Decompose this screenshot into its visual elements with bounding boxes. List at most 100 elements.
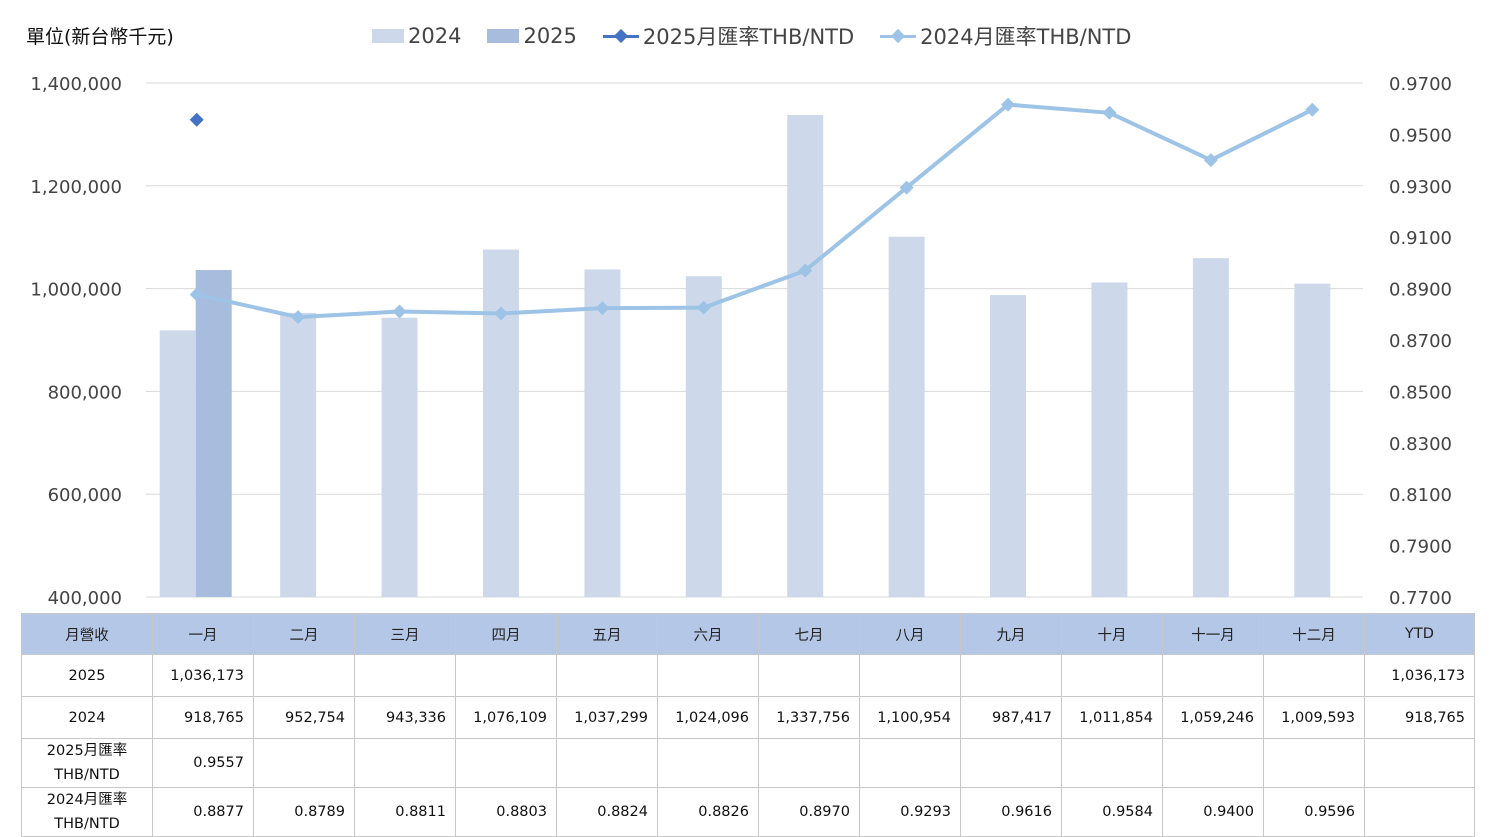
y2-tick-label: 0.8900 [1389, 280, 1452, 301]
table-cell [1061, 738, 1163, 788]
table-cell [758, 654, 860, 697]
legend-swatch-2025-rate [602, 28, 639, 44]
table-header-row: 月營收 一月 二月 三月 四月 五月 六月 七月 八月 九月 十月 十一月 十二月 YTD [21, 613, 1475, 655]
point-2024-rate [1001, 97, 1016, 112]
table-header-cell: 十一月 [1162, 613, 1264, 655]
table-cell [758, 738, 860, 788]
y-tick-label: 1,400,000 [30, 74, 122, 95]
table-cell [556, 654, 658, 697]
table-cell: 0.9596 [1263, 787, 1365, 837]
table-cell [455, 738, 557, 788]
bar-2024 [787, 114, 824, 598]
point-2024-rate [1305, 102, 1320, 117]
legend-item-2025-rate: 2025月匯率THB/NTD [602, 21, 854, 51]
table-cell [1263, 738, 1365, 788]
table-cell [1061, 654, 1163, 697]
bar-2024 [685, 276, 722, 597]
bar-2024 [280, 312, 317, 597]
table-cell: 0.8826 [657, 787, 759, 837]
bar-2024 [1091, 282, 1128, 597]
y2-tick-label: 0.9500 [1389, 125, 1452, 146]
point-2024-rate [696, 300, 711, 315]
row-label: 2024月匯率 THB/NTD [21, 787, 153, 837]
table-cell: 0.9616 [960, 787, 1062, 837]
table-cell: 952,754 [253, 696, 355, 739]
table-header-cell: 三月 [354, 613, 456, 655]
table-cell [960, 654, 1062, 697]
table-cell: 1,100,954 [859, 696, 961, 739]
y-tick-label: 1,200,000 [30, 177, 122, 198]
y2-tick-label: 0.7900 [1389, 537, 1452, 558]
point-2024-rate [189, 287, 204, 302]
table-header-cell: 十月 [1061, 613, 1163, 655]
table-cell: 0.8811 [354, 787, 456, 837]
table-header-cell: 八月 [859, 613, 961, 655]
table-cell [1162, 654, 1264, 697]
table-cell [1364, 787, 1475, 837]
y2-tick-label: 0.9100 [1389, 228, 1452, 249]
point-2024-rate [1203, 153, 1218, 168]
table-header-cell: 二月 [253, 613, 355, 655]
table-row: 2025 1,036,173 1,036,173 [21, 654, 1475, 697]
legend-swatch-2025 [487, 29, 520, 43]
table-cell: 918,765 [1364, 696, 1475, 739]
table-cell: 1,036,173 [152, 654, 254, 697]
table-header-cell: YTD [1364, 613, 1475, 655]
table-cell [859, 654, 961, 697]
bar-2024 [1294, 283, 1331, 597]
table-header-cell: 七月 [758, 613, 860, 655]
table-cell [354, 654, 456, 697]
table-row: 2025月匯率 THB/NTD 0.9557 [21, 738, 1475, 788]
table-header-cell: 九月 [960, 613, 1062, 655]
table-cell: 0.9557 [152, 738, 254, 788]
table-cell: 0.9400 [1162, 787, 1264, 837]
table-cell: 943,336 [354, 696, 456, 739]
revenue-chart: 400,000 600,000 800,000 1,000,000 1,200,000 1… [30, 74, 1452, 609]
row-label: 2025 [21, 654, 153, 697]
table-cell [1364, 738, 1475, 788]
table-cell: 1,059,246 [1162, 696, 1264, 739]
table-cell: 987,417 [960, 696, 1062, 739]
table-cell [1162, 738, 1264, 788]
table-cell: 0.9293 [859, 787, 961, 837]
point-2024-rate [291, 310, 306, 325]
bar-2024 [1192, 258, 1229, 597]
legend-label-2025: 2025 [523, 24, 577, 48]
table-cell: 1,009,593 [1263, 696, 1365, 739]
row-label: 2024 [21, 696, 153, 739]
bar-2025 [195, 270, 232, 597]
table-cell [556, 738, 658, 788]
point-2025-rate [189, 112, 204, 127]
y2-tick-label: 0.8300 [1389, 434, 1452, 455]
table-cell [859, 738, 961, 788]
table-cell: 1,011,854 [1061, 696, 1163, 739]
table-cell [455, 654, 557, 697]
bar-2024 [990, 295, 1027, 597]
revenue-table: 月營收 一月 二月 三月 四月 五月 六月 七月 八月 九月 十月 十一月 十二月 YTD 2025 1,03… [21, 613, 1475, 837]
table-cell: 1,037,299 [556, 696, 658, 739]
table-cell: 1,024,096 [657, 696, 759, 739]
y2-tick-label: 0.9300 [1389, 177, 1452, 198]
table-cell [253, 738, 355, 788]
table-cell [253, 654, 355, 697]
table-cell: 0.8970 [758, 787, 860, 837]
legend-label-2024: 2024 [408, 24, 462, 48]
y-tick-label: 600,000 [48, 485, 122, 506]
point-2024-rate [595, 301, 610, 316]
y2-tick-label: 0.7700 [1389, 588, 1452, 609]
point-2024-rate [899, 180, 914, 195]
legend-swatch-2024-rate [880, 28, 917, 44]
y2-tick-label: 0.8700 [1389, 331, 1452, 352]
table-cell [960, 738, 1062, 788]
y2-tick-label: 0.9700 [1389, 74, 1452, 95]
table-header-cell: 十二月 [1263, 613, 1365, 655]
table-cell: 918,765 [152, 696, 254, 739]
table-cell: 0.9584 [1061, 787, 1163, 837]
unit-label: 單位(新台幣千元) [26, 26, 174, 48]
table-cell: 1,337,756 [758, 696, 860, 739]
table-cell: 1,076,109 [455, 696, 557, 739]
legend-item-2024: 2024 [372, 24, 461, 48]
legend-label-2024-rate: 2024月匯率THB/NTD [920, 25, 1132, 49]
table-row: 2024 918,765 952,754 943,336 1,076,109 1,037,… [21, 696, 1475, 739]
table-cell: 0.8789 [253, 787, 355, 837]
